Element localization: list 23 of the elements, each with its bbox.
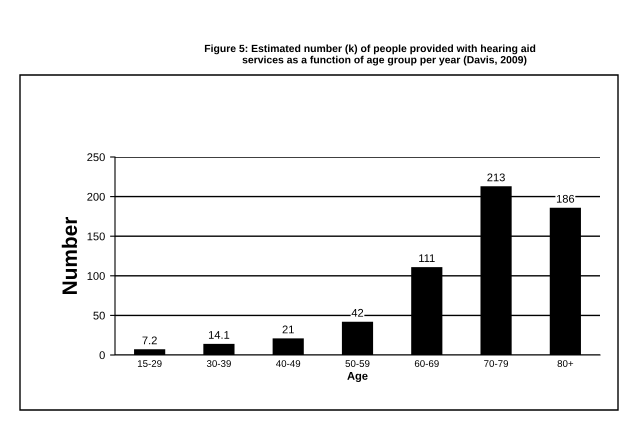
y-tick-label: 250 — [87, 153, 105, 162]
y-tick-label: 150 — [88, 232, 105, 240]
data-label: 14.1 — [208, 331, 230, 339]
x-axis-title: Age — [347, 372, 368, 382]
x-tick-label: 40-49 — [276, 360, 300, 367]
data-label: 213 — [487, 173, 505, 182]
y-tick-label: 0 — [100, 351, 105, 360]
y-tick-label: 100 — [88, 272, 105, 280]
data-label: 186 — [556, 194, 574, 203]
x-tick-label: 30-39 — [206, 360, 231, 367]
x-tick-label: 70-79 — [484, 360, 508, 367]
data-label: 42 — [352, 308, 364, 317]
y-tick-label: 50 — [93, 312, 105, 320]
data-label: 111 — [419, 254, 435, 262]
data-label: 21 — [282, 326, 294, 334]
x-tick-label: 15-29 — [138, 360, 162, 367]
chart-title: Figure 5: Estimated number (k) of people provided with hearing aid services as a function of age group per year (Davis, 2009) — [204, 44, 536, 66]
x-tick-label: 80+ — [558, 360, 574, 367]
data-label: 7.2 — [142, 336, 157, 344]
y-axis-title: Number — [62, 216, 78, 294]
x-tick-label: 60-69 — [414, 360, 439, 367]
y-tick-label: 200 — [87, 192, 105, 201]
x-tick-label: 50-59 — [345, 360, 370, 367]
